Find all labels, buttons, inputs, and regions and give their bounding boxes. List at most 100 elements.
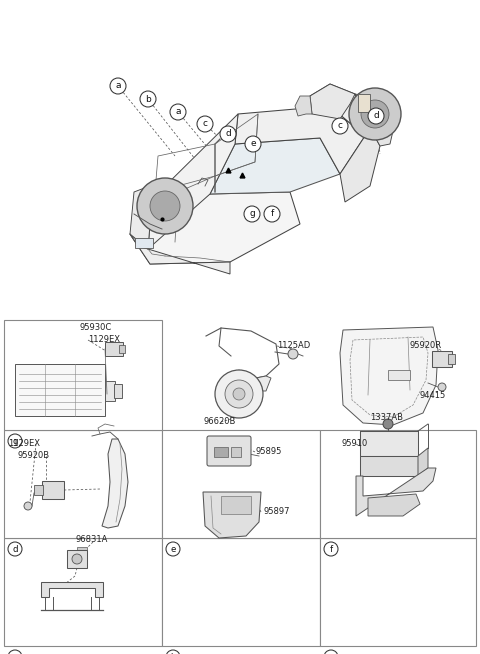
Bar — [162, 538, 320, 646]
Bar — [4, 320, 162, 430]
Circle shape — [264, 206, 280, 222]
FancyBboxPatch shape — [207, 436, 251, 466]
Circle shape — [233, 388, 245, 400]
Circle shape — [8, 650, 22, 654]
Circle shape — [220, 126, 236, 142]
Text: a: a — [12, 653, 18, 654]
Bar — [4, 538, 162, 646]
Text: 95910: 95910 — [342, 439, 368, 449]
Circle shape — [245, 136, 261, 152]
Text: e: e — [170, 545, 176, 553]
Polygon shape — [340, 327, 438, 425]
Text: b: b — [170, 653, 176, 654]
Polygon shape — [246, 376, 271, 391]
Circle shape — [166, 650, 180, 654]
Circle shape — [225, 380, 253, 408]
Text: 1129EX: 1129EX — [88, 336, 120, 345]
Bar — [135, 238, 153, 248]
Bar — [15, 364, 105, 416]
Bar — [42, 481, 64, 499]
Bar — [320, 430, 476, 538]
Text: d: d — [373, 111, 379, 120]
Bar — [77, 547, 87, 552]
Circle shape — [438, 383, 446, 391]
Circle shape — [349, 88, 401, 140]
Circle shape — [324, 650, 338, 654]
Circle shape — [170, 104, 186, 120]
Text: d: d — [225, 129, 231, 139]
Text: f: f — [329, 545, 333, 553]
Polygon shape — [130, 184, 155, 249]
Bar — [214, 447, 228, 457]
Polygon shape — [41, 582, 103, 597]
Polygon shape — [310, 84, 355, 119]
Polygon shape — [368, 494, 420, 516]
Text: g: g — [249, 209, 255, 218]
Text: 1129EX: 1129EX — [8, 439, 40, 449]
Bar — [105, 381, 115, 401]
Text: 95895: 95895 — [255, 447, 281, 456]
Text: 96831A: 96831A — [75, 536, 108, 545]
Text: a: a — [115, 82, 121, 90]
Polygon shape — [310, 84, 368, 136]
Text: e: e — [250, 139, 256, 148]
Bar — [448, 354, 455, 364]
Bar — [358, 94, 370, 112]
Bar — [4, 430, 162, 538]
Circle shape — [8, 434, 22, 448]
Bar — [67, 550, 87, 568]
Bar — [114, 384, 122, 398]
Polygon shape — [356, 468, 436, 516]
Text: 1125AD: 1125AD — [277, 341, 310, 351]
Polygon shape — [418, 448, 428, 476]
Polygon shape — [355, 94, 395, 146]
Circle shape — [72, 554, 82, 564]
Bar — [320, 538, 476, 646]
Polygon shape — [102, 439, 128, 528]
Circle shape — [324, 542, 338, 556]
Circle shape — [197, 116, 213, 132]
Circle shape — [140, 91, 156, 107]
Bar — [231, 447, 241, 457]
Bar — [432, 351, 452, 367]
Text: c: c — [203, 120, 207, 128]
Polygon shape — [203, 492, 261, 538]
Circle shape — [110, 78, 126, 94]
Circle shape — [215, 370, 263, 418]
Circle shape — [24, 502, 32, 510]
Polygon shape — [235, 106, 365, 174]
Circle shape — [332, 118, 348, 134]
Circle shape — [8, 542, 22, 556]
Text: c: c — [337, 122, 343, 131]
Text: d: d — [12, 545, 18, 553]
Text: g: g — [12, 436, 18, 445]
Bar — [221, 496, 251, 514]
Text: 1337AB: 1337AB — [370, 413, 403, 422]
Bar — [388, 370, 410, 380]
Text: 95920R: 95920R — [410, 341, 442, 349]
Polygon shape — [210, 138, 340, 194]
Circle shape — [244, 206, 260, 222]
Circle shape — [368, 108, 384, 124]
Polygon shape — [295, 96, 312, 116]
Text: 95920B: 95920B — [18, 451, 50, 460]
Circle shape — [288, 349, 298, 359]
Text: f: f — [270, 209, 274, 218]
Circle shape — [361, 100, 389, 128]
Text: a: a — [175, 107, 181, 116]
Bar — [105, 342, 123, 356]
Polygon shape — [130, 192, 300, 264]
Circle shape — [383, 419, 393, 429]
Text: c: c — [329, 653, 334, 654]
Polygon shape — [340, 124, 380, 202]
Bar — [34, 485, 43, 495]
Circle shape — [137, 178, 193, 234]
Text: b: b — [145, 94, 151, 103]
Bar — [119, 345, 125, 353]
Bar — [162, 430, 320, 538]
Polygon shape — [360, 456, 418, 476]
Circle shape — [166, 542, 180, 556]
Polygon shape — [130, 234, 230, 274]
Polygon shape — [360, 431, 418, 456]
Circle shape — [150, 191, 180, 221]
